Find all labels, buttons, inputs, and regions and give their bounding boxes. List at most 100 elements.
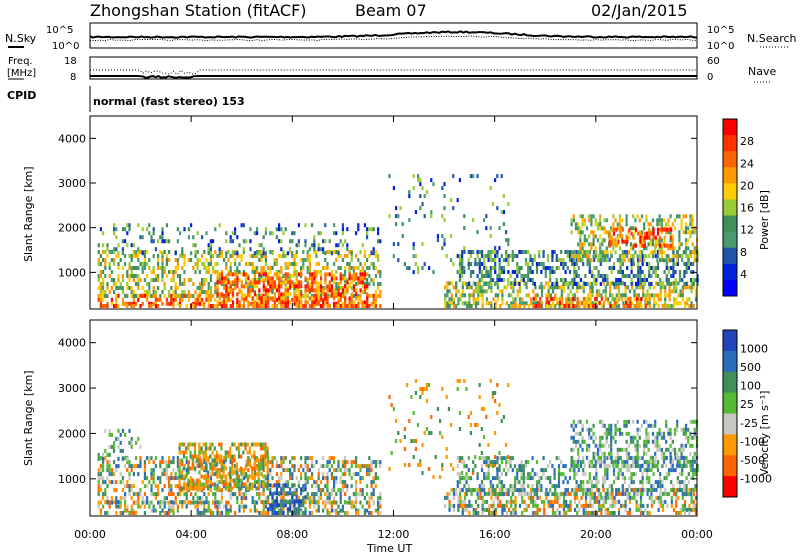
velocity-echo-cell — [203, 504, 206, 509]
velocity-echo-cell — [339, 492, 342, 497]
power-echo-cell — [573, 274, 576, 278]
power-echo-cell — [280, 239, 283, 244]
power-echo-cell — [681, 258, 684, 262]
power-echo-cell — [355, 276, 358, 281]
power-echo-cell — [143, 266, 146, 270]
velocity-echo-cell — [143, 484, 146, 489]
power-echo-cell — [269, 276, 272, 281]
velocity-echo-cell — [198, 454, 201, 459]
power-echo-cell — [665, 258, 668, 263]
power-echo-cell — [152, 290, 155, 294]
velocity-echo-cell — [557, 464, 561, 469]
velocity-echo-cell — [231, 470, 234, 475]
velocity-echo-cell — [368, 511, 371, 515]
power-echo-cell — [511, 258, 514, 262]
power-echo-cell — [121, 274, 124, 278]
power-echo-cell — [628, 227, 631, 232]
power-echo-cell — [352, 288, 356, 293]
power-echo-cell — [344, 282, 347, 286]
power-echo-cell — [664, 285, 667, 290]
power-echo-cell — [594, 254, 597, 259]
power-echo-cell — [554, 293, 557, 298]
power-echo-cell — [341, 276, 345, 281]
power-echo-cell — [183, 258, 186, 262]
power-echo-cell — [624, 293, 627, 298]
power-echo-cell — [282, 280, 285, 285]
power-echo-cell — [660, 242, 663, 247]
power-echo-cell — [681, 293, 684, 298]
power-echo-cell — [311, 284, 314, 289]
velocity-echo-cell — [604, 511, 607, 515]
power-echo-cell — [571, 278, 574, 282]
power-echo-cell — [461, 266, 464, 270]
power-echo-cell — [163, 270, 166, 274]
velocity-echo-cell — [183, 480, 186, 485]
velocity-echo-cell — [117, 500, 120, 505]
power-echo-cell — [240, 258, 243, 262]
power-echo-cell — [278, 292, 281, 297]
power-echo-cell — [361, 290, 364, 294]
power-echo-cell — [611, 293, 614, 298]
velocity-echo-cell — [452, 467, 455, 471]
power-echo-cell — [209, 297, 212, 302]
power-echo-cell — [319, 270, 322, 274]
velocity-echo-cell — [412, 439, 415, 443]
power-echo-cell — [240, 254, 243, 258]
power-echo-cell — [648, 293, 651, 298]
power-echo-cell — [561, 300, 564, 305]
velocity-echo-cell — [496, 383, 499, 387]
velocity-echo-cell — [271, 511, 274, 515]
power-echo-cell — [582, 262, 585, 266]
power-echo-cell — [613, 285, 616, 290]
power-echo-cell — [141, 301, 144, 306]
power-echo-cell — [651, 238, 655, 243]
velocity-echo-cell — [646, 487, 649, 492]
power-echo-cell — [260, 278, 263, 282]
power-echo-cell — [609, 301, 612, 306]
velocity-echo-cell — [264, 462, 267, 467]
velocity-echo-cell — [617, 499, 621, 504]
velocity-echo-cell — [200, 466, 203, 471]
power-echo-cell — [315, 293, 318, 298]
power-echo-cell — [524, 262, 528, 266]
velocity-echo-cell — [135, 440, 138, 445]
power-echo-cell — [559, 300, 562, 305]
power-echo-cell — [408, 194, 411, 199]
velocity-echo-cell — [108, 464, 111, 469]
power-echo-cell — [302, 266, 305, 270]
power-echo-cell — [181, 297, 184, 302]
power-echo-cell — [361, 284, 364, 289]
power-echo-cell — [260, 270, 263, 274]
power-echo-cell — [280, 284, 283, 289]
power-echo-cell — [225, 297, 228, 302]
power-echo-cell — [527, 262, 530, 266]
velocity-echo-cell — [214, 464, 217, 469]
velocity-echo-cell — [598, 495, 601, 500]
velocity-echo-cell — [220, 496, 223, 501]
power-echo-cell — [179, 297, 182, 302]
power-echo-cell — [584, 274, 587, 278]
power-echo-cell — [196, 301, 199, 306]
power-echo-cell — [397, 242, 400, 247]
power-echo-cell — [518, 301, 522, 306]
power-echo-cell — [289, 247, 292, 252]
power-echo-cell — [599, 262, 602, 266]
power-echo-cell — [688, 285, 691, 290]
power-echo-cell — [137, 266, 140, 270]
velocity-echo-cell — [264, 480, 267, 485]
power-echo-cell — [172, 290, 175, 294]
power-echo-cell — [628, 289, 632, 294]
velocity-echo-cell — [326, 464, 329, 469]
velocity-echo-cell — [229, 470, 232, 475]
velocity-echo-cell — [479, 487, 482, 492]
velocity-echo-cell — [97, 488, 100, 493]
velocity-echo-cell — [257, 458, 260, 463]
power-echo-cell — [688, 304, 691, 308]
power-echo-cell — [256, 270, 259, 274]
power-echo-cell — [568, 258, 572, 262]
power-echo-cell — [534, 285, 537, 290]
velocity-echo-cell — [481, 511, 484, 515]
power-echo-cell — [132, 266, 135, 270]
power-echo-cell — [251, 278, 254, 282]
power-echo-cell — [693, 254, 696, 259]
